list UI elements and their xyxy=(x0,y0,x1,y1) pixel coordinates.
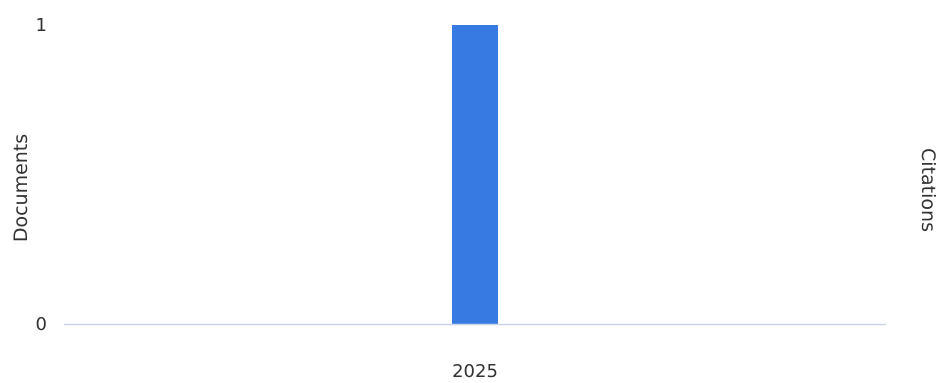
y-tick-label: 0 xyxy=(36,314,47,335)
y-axis-title: Documents xyxy=(10,134,32,242)
plot-area: 0 1 2025 xyxy=(36,15,886,382)
x-tick-label: 2025 xyxy=(452,361,498,382)
bar-2025 xyxy=(452,25,498,324)
y-tick-label: 1 xyxy=(36,15,47,36)
secondary-y-axis-title: Citations xyxy=(917,148,939,232)
